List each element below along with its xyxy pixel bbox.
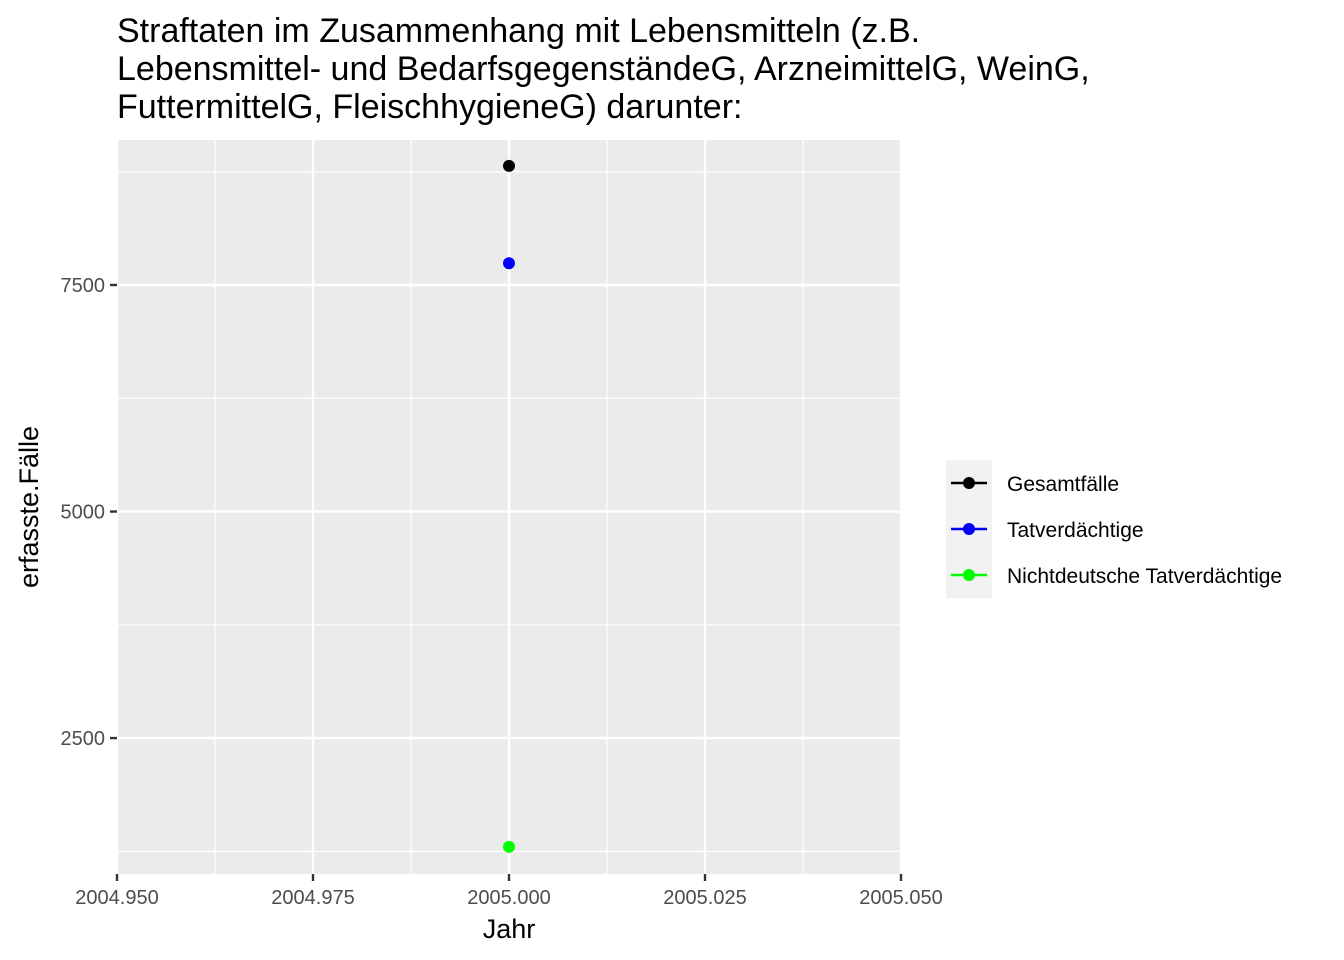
grid-lines: [115, 140, 903, 874]
data-marks: [503, 159, 515, 853]
x-axis-title: Jahr: [483, 914, 536, 944]
y-tick-label: 7500: [61, 275, 106, 297]
legend-label: Nichtdeutsche Tatverdächtige: [1007, 565, 1282, 588]
y-tick-label: 5000: [61, 502, 106, 524]
chart-title-line: FuttermittelG, FleischhygieneG) darunter…: [117, 88, 742, 126]
legend-label: Gesamtfälle: [1007, 473, 1119, 496]
axes: 2004.950 2004.975 2005.000 2005.025 2005.050…: [61, 275, 943, 909]
legend-label: Tatverdächtige: [1007, 519, 1144, 542]
x-tick-label: 2005.050: [859, 887, 942, 909]
x-tick-label: 2005.025: [663, 887, 746, 909]
x-tick-label: 2004.950: [75, 887, 158, 909]
chart-title-line: Straftaten im Zusammenhang mit Lebensmit…: [117, 12, 920, 50]
legend: Gesamtfälle Tatverdächtige Nichtdeutsche T…: [946, 460, 1282, 598]
y-tick-label: 2500: [61, 728, 106, 750]
data-point: [503, 840, 515, 853]
y-axis-title: erfasste.Fälle: [14, 426, 44, 588]
chart-title: Straftaten im Zusammenhang mit Lebensmit…: [117, 12, 1090, 126]
data-point: [503, 257, 515, 270]
chart-title-line: Lebensmittel- und BedarfsgegenständeG, A…: [117, 50, 1090, 88]
legend-key-point: [963, 523, 975, 535]
legend-key-point: [963, 569, 975, 581]
data-point: [503, 159, 515, 172]
x-tick-label: 2004.975: [271, 887, 354, 909]
legend-key-point: [963, 477, 975, 489]
x-tick-label: 2005.000: [467, 887, 550, 909]
